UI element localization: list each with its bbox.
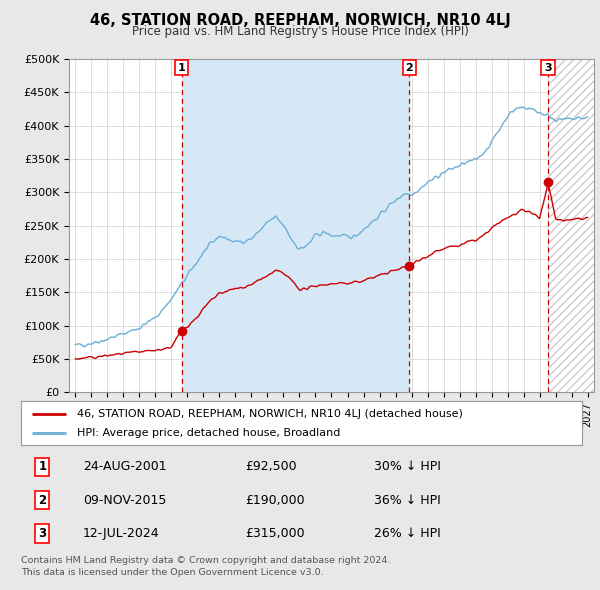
Text: 30% ↓ HPI: 30% ↓ HPI	[374, 460, 442, 474]
Text: 2: 2	[38, 493, 46, 507]
Text: Price paid vs. HM Land Registry's House Price Index (HPI): Price paid vs. HM Land Registry's House …	[131, 25, 469, 38]
Text: 2: 2	[406, 63, 413, 73]
Text: 09-NOV-2015: 09-NOV-2015	[83, 493, 166, 507]
Text: £315,000: £315,000	[245, 526, 305, 540]
Text: HPI: Average price, detached house, Broadland: HPI: Average price, detached house, Broa…	[77, 428, 340, 438]
Text: 26% ↓ HPI: 26% ↓ HPI	[374, 526, 441, 540]
Text: £190,000: £190,000	[245, 493, 305, 507]
Text: 1: 1	[38, 460, 46, 474]
Text: 1: 1	[178, 63, 185, 73]
Text: 24-AUG-2001: 24-AUG-2001	[83, 460, 166, 474]
Text: 12-JUL-2024: 12-JUL-2024	[83, 526, 160, 540]
Text: 3: 3	[38, 526, 46, 540]
Text: 46, STATION ROAD, REEPHAM, NORWICH, NR10 4LJ (detached house): 46, STATION ROAD, REEPHAM, NORWICH, NR10…	[77, 409, 463, 419]
Text: 46, STATION ROAD, REEPHAM, NORWICH, NR10 4LJ: 46, STATION ROAD, REEPHAM, NORWICH, NR10…	[89, 13, 511, 28]
Text: 36% ↓ HPI: 36% ↓ HPI	[374, 493, 441, 507]
Bar	[548, 59, 594, 392]
Bar	[182, 59, 409, 392]
Text: 3: 3	[544, 63, 552, 73]
Text: Contains HM Land Registry data © Crown copyright and database right 2024.
This d: Contains HM Land Registry data © Crown c…	[21, 556, 391, 576]
Text: £92,500: £92,500	[245, 460, 297, 474]
